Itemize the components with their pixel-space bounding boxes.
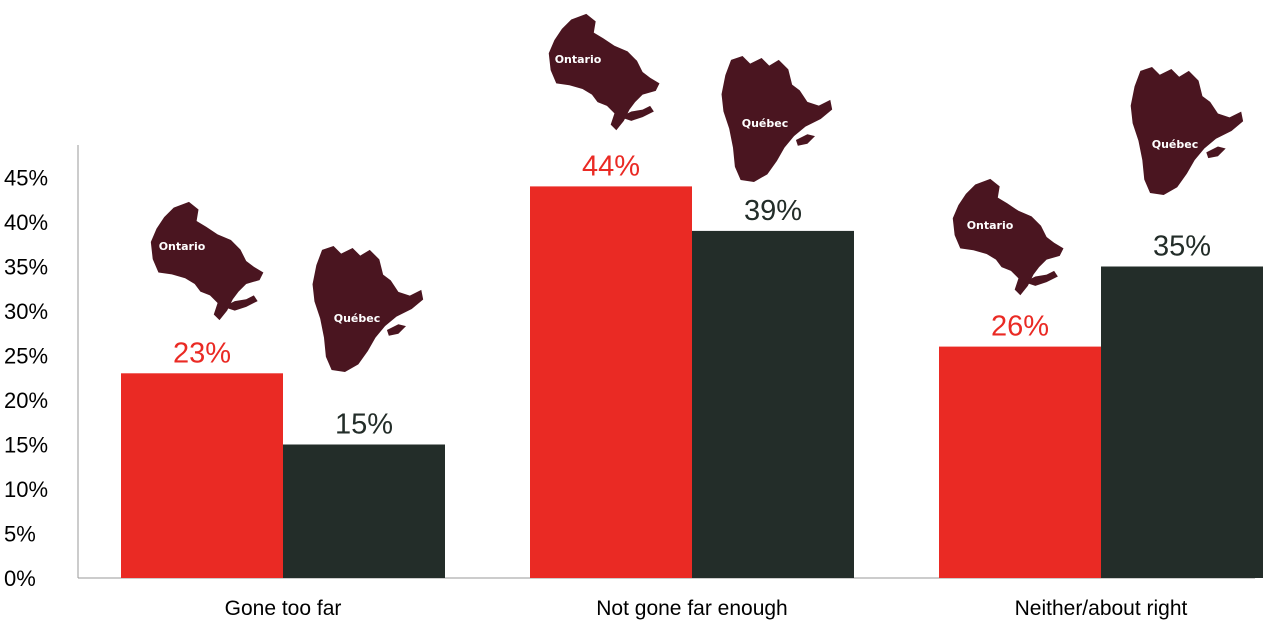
- y-tick-label: 20%: [4, 388, 48, 413]
- category-label: Not gone far enough: [596, 597, 787, 620]
- quebec-shape: [312, 246, 424, 372]
- category-label: Gone too far: [225, 597, 342, 620]
- value-label: 35%: [1153, 231, 1211, 263]
- ontario-map-icon: Ontario: [952, 178, 1064, 296]
- quebec-shape: [1130, 67, 1244, 195]
- y-tick-label: 35%: [4, 255, 48, 280]
- map-icon-label: Ontario: [967, 219, 1014, 232]
- value-label: 15%: [335, 409, 393, 441]
- bar-ontario: [939, 346, 1101, 578]
- category-label: Neither/about right: [1015, 597, 1188, 620]
- y-tick-label: 15%: [4, 433, 48, 458]
- value-label: 44%: [582, 150, 640, 182]
- bar-quebec: [692, 230, 854, 578]
- ontario-shape: [548, 13, 660, 131]
- bar-quebec: [283, 444, 445, 578]
- quebec-map-icon: Québec: [312, 246, 424, 372]
- y-tick-label: 5%: [4, 522, 36, 547]
- ontario-map-icon: Ontario: [548, 13, 660, 131]
- map-icon-label: Québec: [334, 312, 381, 325]
- value-label: 26%: [991, 311, 1049, 343]
- ontario-map-icon: Ontario: [150, 201, 264, 321]
- ontario-shape: [150, 201, 264, 321]
- map-icon-label: Québec: [1152, 138, 1199, 151]
- map-icon-label: Ontario: [159, 240, 206, 253]
- y-tick-label: 0%: [4, 566, 36, 591]
- bar-ontario: [121, 373, 283, 578]
- y-tick-label: 30%: [4, 299, 48, 324]
- ontario-shape: [952, 178, 1064, 296]
- y-tick-label: 10%: [4, 477, 48, 502]
- value-label: 39%: [744, 195, 802, 227]
- bar-quebec: [1101, 266, 1263, 578]
- map-icon-label: Québec: [742, 117, 789, 130]
- bar-ontario: [530, 186, 692, 578]
- y-tick-label: 45%: [4, 166, 48, 191]
- value-label: 23%: [173, 337, 231, 369]
- y-tick-label: 40%: [4, 210, 48, 235]
- map-icon-label: Ontario: [555, 53, 602, 66]
- quebec-map-icon: Québec: [721, 56, 833, 182]
- y-tick-label: 25%: [4, 344, 48, 369]
- quebec-map-icon: Québec: [1130, 67, 1244, 195]
